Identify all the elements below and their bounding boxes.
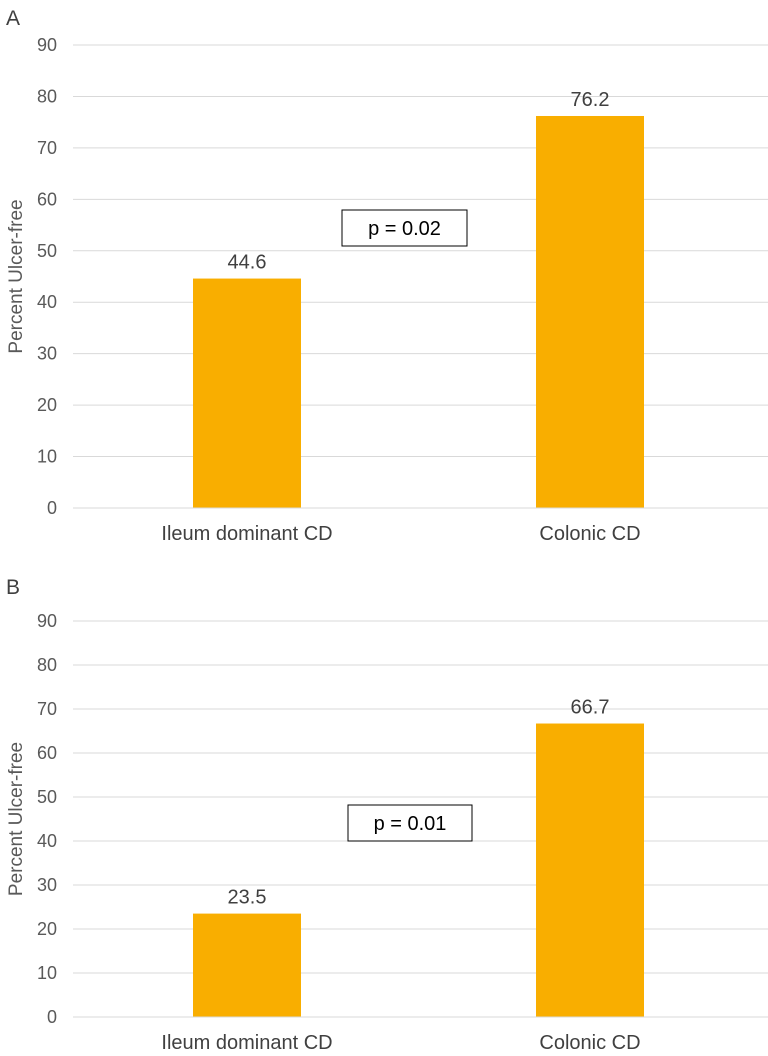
panel-label: A [6,7,20,30]
p-value-annotation: p = 0.02 [368,218,441,240]
p-value-annotation: p = 0.01 [374,813,447,835]
y-tick-label: 40 [37,831,57,851]
y-tick-label: 60 [37,189,57,209]
y-tick-label: 0 [47,498,57,518]
x-category-label: Ileum dominant CD [161,523,332,545]
y-tick-label: 30 [37,344,57,364]
y-tick-label: 10 [37,447,57,467]
data-label: 76.2 [571,89,610,111]
data-label: 66.7 [571,697,610,719]
annotation-box [347,804,473,842]
panel-b: B 0 10 20 30 40 50 60 70 80 90 23.5 Ileum dominant C… [6,576,768,1054]
annotation-box [341,209,468,247]
bar [193,278,301,508]
y-tick-label: 30 [37,875,57,895]
x-category-label: Colonic CD [539,523,640,545]
x-category-label: Ileum dominant CD [161,1032,332,1054]
y-tick-label: 80 [37,86,57,106]
y-tick-label: 0 [47,1007,57,1027]
y-tick-label: 60 [37,743,57,763]
panel-label: B [6,576,20,599]
y-tick-label: 20 [37,395,57,415]
data-label: 44.6 [228,252,267,274]
y-tick-label: 40 [37,292,57,312]
x-category-label: Colonic CD [539,1032,640,1054]
y-tick-label: 50 [37,241,57,261]
y-tick-label: 90 [37,35,57,55]
panel-a: A 0 10 20 30 40 50 60 70 80 90 44.6 Ileum dominant C… [6,7,768,545]
bar [536,723,644,1017]
data-label: 23.5 [228,887,267,909]
y-tick-label: 70 [37,138,57,158]
bar [536,115,644,508]
y-tick-label: 90 [37,611,57,631]
y-tick-label: 50 [37,787,57,807]
y-tick-label: 10 [37,963,57,983]
y-axis-title: Percent Ulcer-free [6,199,27,353]
y-tick-label: 20 [37,919,57,939]
y-axis-title: Percent Ulcer-free [6,742,27,896]
bar [193,913,301,1017]
y-tick-label: 70 [37,699,57,719]
y-tick-label: 80 [37,655,57,675]
